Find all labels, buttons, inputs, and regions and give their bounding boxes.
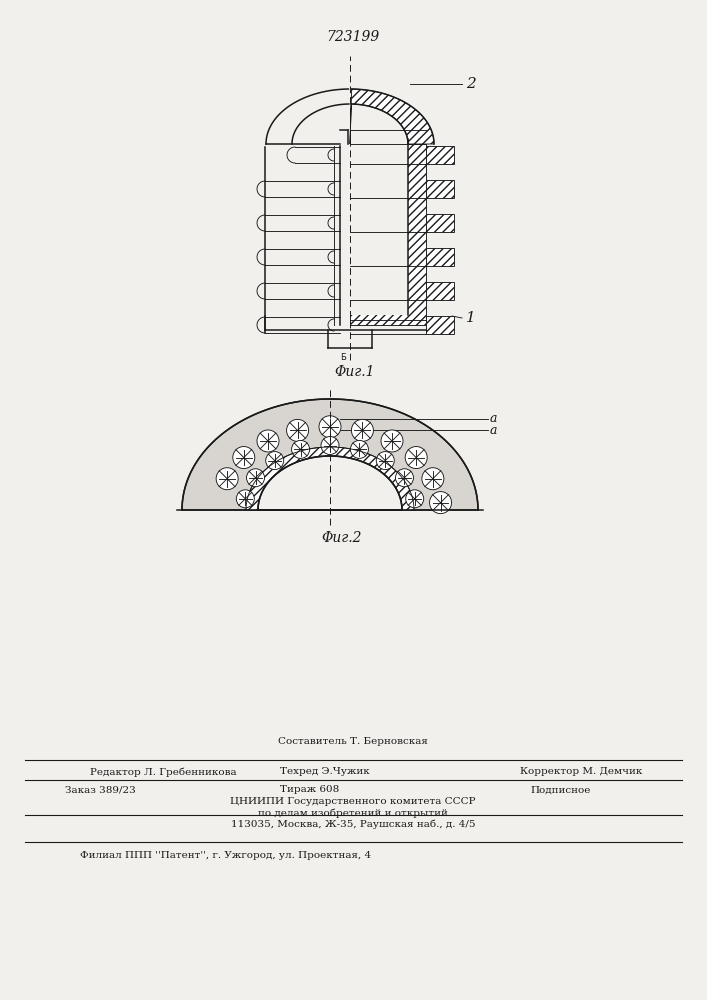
Text: Подписное: Подписное — [530, 786, 590, 794]
Polygon shape — [426, 214, 454, 232]
Circle shape — [430, 492, 452, 514]
Circle shape — [395, 469, 414, 487]
Text: Техред Э.Чужик: Техред Э.Чужик — [280, 768, 370, 776]
Polygon shape — [258, 456, 402, 510]
Circle shape — [291, 440, 310, 458]
Text: 723199: 723199 — [327, 30, 380, 44]
Circle shape — [266, 452, 284, 470]
Polygon shape — [426, 248, 454, 266]
Circle shape — [319, 416, 341, 438]
Circle shape — [247, 469, 264, 487]
Text: ЦНИИПИ Государственного комитета СССР: ЦНИИПИ Государственного комитета СССР — [230, 798, 476, 806]
Circle shape — [351, 419, 373, 441]
Text: Редактор Л. Гребенникова: Редактор Л. Гребенникова — [90, 767, 237, 777]
Circle shape — [422, 468, 444, 490]
Text: Заказ 389/23: Заказ 389/23 — [65, 786, 136, 794]
Circle shape — [406, 490, 423, 508]
Polygon shape — [426, 316, 454, 334]
Circle shape — [321, 436, 339, 454]
Text: 2: 2 — [466, 77, 476, 91]
Polygon shape — [426, 282, 454, 300]
Text: Филиал ППП ''Патент'', г. Ужгород, ул. Проектная, 4: Филиал ППП ''Патент'', г. Ужгород, ул. П… — [80, 852, 371, 860]
Polygon shape — [350, 144, 426, 325]
Circle shape — [233, 447, 255, 469]
Text: Составитель Т. Берновская: Составитель Т. Берновская — [278, 738, 428, 746]
Polygon shape — [182, 399, 478, 510]
Polygon shape — [350, 144, 408, 315]
Polygon shape — [426, 146, 454, 164]
Circle shape — [405, 447, 427, 469]
Circle shape — [381, 430, 403, 452]
Circle shape — [351, 440, 368, 458]
Text: 113035, Москва, Ж-35, Раушская наб., д. 4/5: 113035, Москва, Ж-35, Раушская наб., д. … — [230, 819, 475, 829]
Text: Φиг.2: Φиг.2 — [322, 531, 362, 545]
Text: по делам изобретений и открытий: по делам изобретений и открытий — [258, 808, 448, 818]
Polygon shape — [246, 447, 414, 510]
Text: a: a — [490, 424, 498, 437]
Text: Корректор М. Демчик: Корректор М. Демчик — [520, 768, 643, 776]
Circle shape — [236, 490, 255, 508]
Text: a: a — [490, 412, 498, 425]
Circle shape — [376, 452, 395, 470]
Circle shape — [286, 419, 308, 441]
Circle shape — [216, 468, 238, 490]
Circle shape — [257, 430, 279, 452]
Text: 1: 1 — [466, 311, 476, 325]
Text: Тираж 608: Тираж 608 — [280, 786, 339, 794]
Polygon shape — [350, 89, 434, 144]
Text: Б: Б — [340, 354, 346, 362]
Text: Φиг.1: Φиг.1 — [334, 365, 375, 379]
Polygon shape — [426, 180, 454, 198]
